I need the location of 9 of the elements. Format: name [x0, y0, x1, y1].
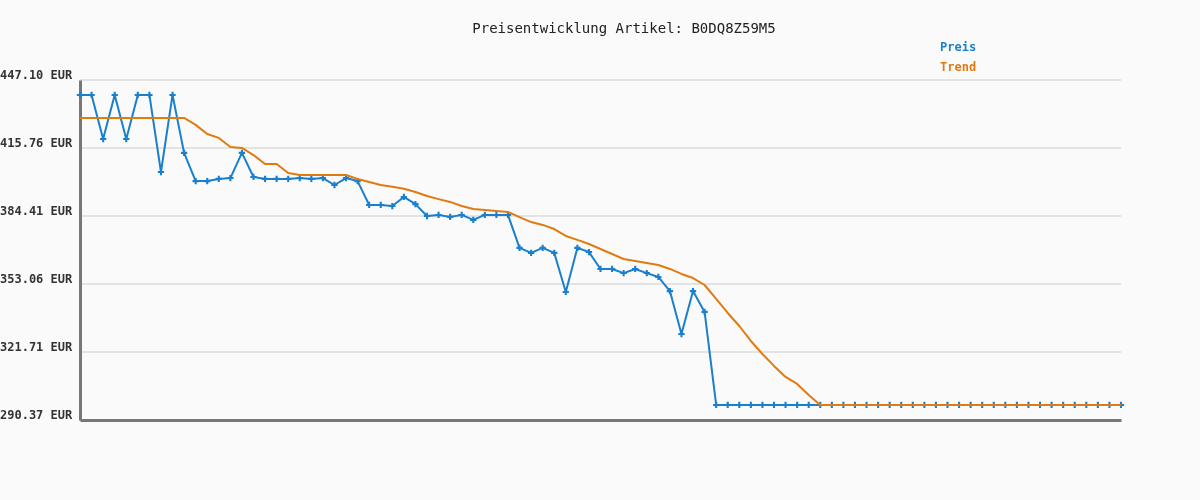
text: Preis — [940, 40, 977, 54]
y-tick-label: 290.37 EUR — [0, 408, 74, 423]
text: Trend — [940, 60, 977, 74]
y-tick-label: 384.41 EUR — [0, 204, 74, 219]
y-tick-label: 415.76 EUR — [0, 136, 74, 151]
chart-title: Preisentwicklung Artikel: B0DQ8Z59M5 — [472, 20, 776, 36]
y-tick-label: 321.71 EUR — [0, 340, 74, 355]
y-tick-label: 353.06 EUR — [0, 272, 74, 287]
y-tick-label: 447.10 EUR — [0, 68, 74, 83]
